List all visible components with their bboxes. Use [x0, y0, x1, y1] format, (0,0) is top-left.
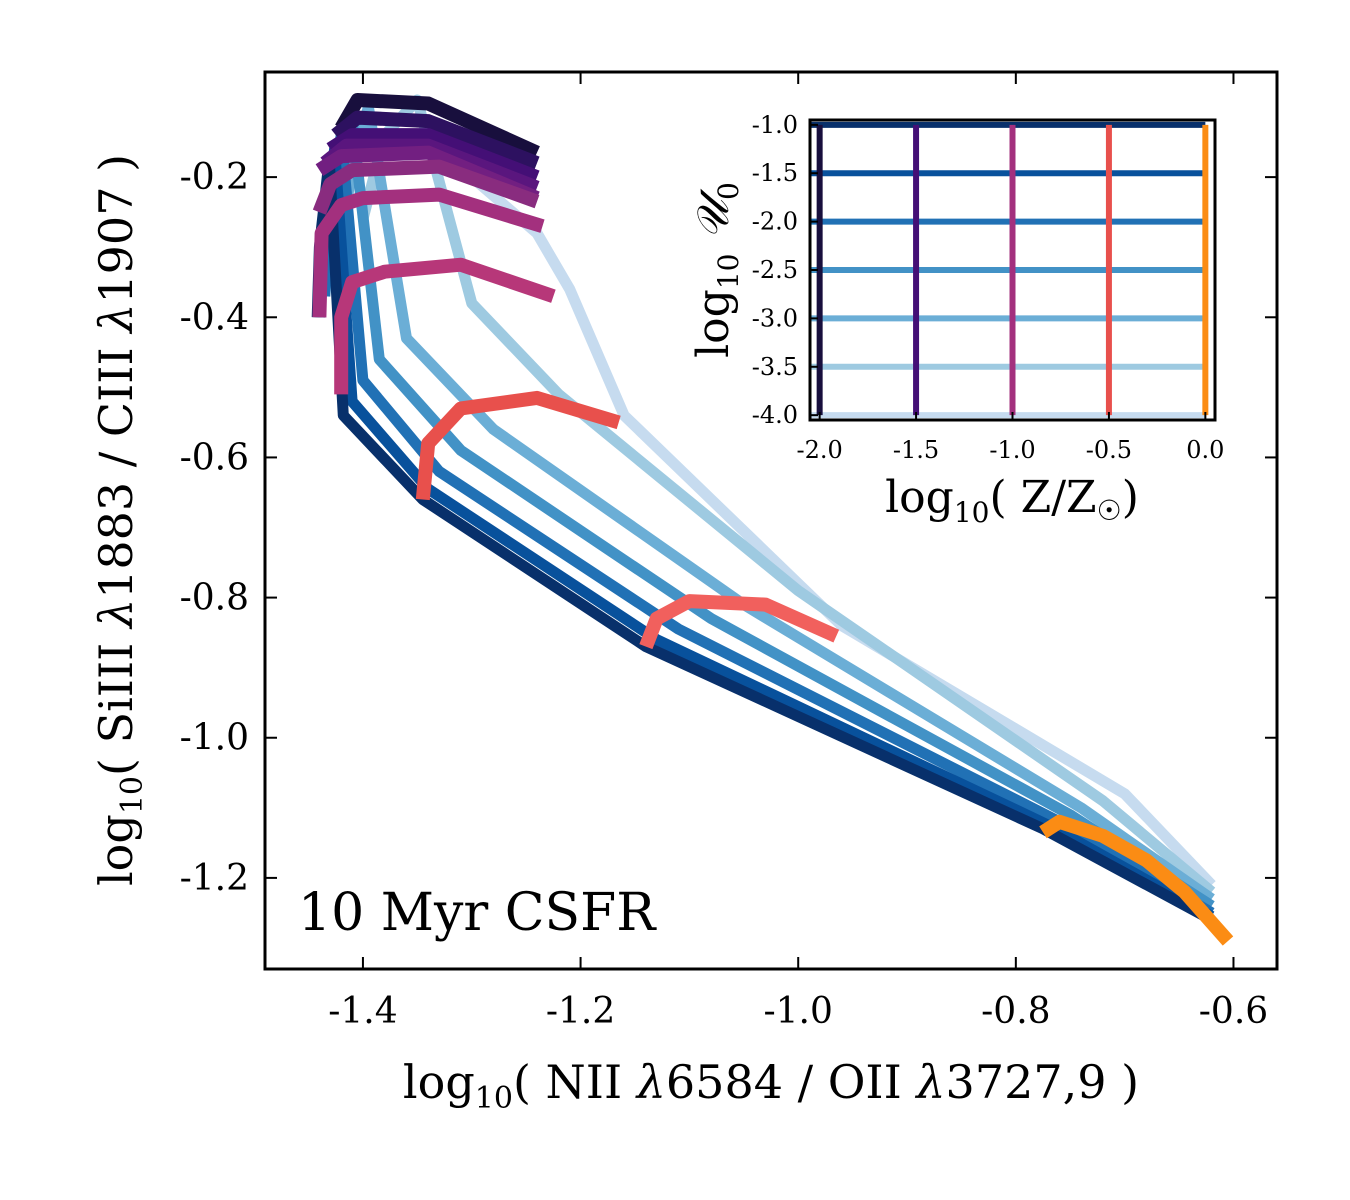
y-tick-label: -1.2: [180, 858, 249, 899]
x-tick-label: -0.6: [1199, 991, 1268, 1032]
ionization-track-line: [331, 110, 540, 170]
inset-y-tick-label: -3.5: [752, 353, 798, 381]
y-tick-label: -0.2: [180, 157, 249, 198]
inset-x-axis-label: log10( Z/Z☉): [885, 472, 1139, 529]
y-tick-label: -0.8: [180, 578, 249, 619]
inset-x-tick-label: 0.0: [1186, 436, 1224, 464]
inset-x-axis-label-rest: ( Z/Z: [989, 472, 1096, 523]
y-axis-label-rest3: 1907 ): [89, 154, 143, 304]
inset-plot: -2.0 -1.5 -1.0 -0.5 0.0 -1.0 -1.5 -2.0 -2.5 -3.0 -…: [688, 111, 1224, 529]
y-tick-label: -0.6: [180, 437, 249, 478]
x-axis-label-rest2: 6584 / OII: [666, 1055, 916, 1109]
y-axis-label-lambda2: λ: [89, 304, 143, 335]
inset-y-tick-label: -1.5: [752, 159, 798, 187]
y-axis-label: log10( SiIII λ1883 / CIII λ1907 ): [89, 154, 150, 886]
ionization-track-line: [312, 187, 545, 318]
inset-x-axis-label-log: log: [885, 472, 954, 523]
inset-y-tick-label: -3.0: [752, 304, 798, 332]
ionization-track-line: [334, 257, 556, 395]
inset-y-tick-label: -4.0: [752, 401, 798, 429]
y-axis-label-sub: 10: [115, 776, 150, 814]
x-axis-label-sub: 10: [475, 1081, 513, 1116]
y-axis-label-rest: ( SiIII: [89, 628, 143, 776]
ionization-track-line: [335, 93, 540, 159]
inset-x-axis-label-close: ): [1122, 472, 1139, 523]
x-axis-label-lambda1: λ: [635, 1055, 666, 1109]
annotation-label: 10 Myr CSFR: [298, 883, 657, 943]
main-tick-group: -1.4 -1.2 -1.0 -0.8 -0.6 -0.2 -0.4 -0.6 -0.8 -1.0…: [180, 72, 1277, 1032]
y-tick-label: -0.4: [180, 297, 249, 338]
x-axis-label-rest3: 3727,9 ): [946, 1055, 1140, 1109]
inset-y-axis-label: log10 𝒰0: [688, 182, 745, 358]
inset-tick-group: -2.0 -1.5 -1.0 -0.5 0.0 -1.0 -1.5 -2.0 -2.5 -3.0 -…: [752, 111, 1225, 464]
inset-y-axis-label-log: log: [688, 289, 739, 358]
inset-y-tick-label: -2.0: [752, 208, 798, 236]
inset-x-tick-label: -1.0: [989, 436, 1035, 464]
main-plot: -1.4 -1.2 -1.0 -0.8 -0.6 -0.2 -0.4 -0.6 -0.8 -1.0…: [89, 70, 1279, 1116]
y-tick-label: -1.0: [180, 718, 249, 759]
inset-y-axis-label-usub: 0: [712, 182, 745, 200]
x-axis-label-lambda2: λ: [914, 1055, 945, 1109]
x-tick-label: -1.4: [328, 991, 397, 1032]
y-axis-label-rest2: 1883 / CIII: [89, 333, 143, 599]
ionization-track-line: [415, 390, 621, 501]
y-axis-label-lambda1: λ: [89, 599, 143, 630]
inset-x-axis-label-sub: 10: [954, 496, 990, 529]
inset-y-tick-label: -2.5: [752, 256, 798, 284]
y-axis-label-log: log: [89, 814, 143, 886]
x-tick-label: -1.2: [546, 991, 615, 1032]
inset-x-tick-label: -1.5: [893, 436, 939, 464]
inset-x-axis-label-sun: ☉: [1097, 494, 1122, 527]
ionization-track-line: [639, 594, 840, 650]
x-tick-label: -0.8: [981, 991, 1050, 1032]
ionization-track-line: [1039, 814, 1234, 946]
x-tick-label: -1.0: [763, 991, 832, 1032]
inset-series-group: [810, 121, 1209, 419]
x-axis-label-rest: ( NII: [513, 1055, 637, 1109]
inset-x-tick-label: -0.5: [1086, 436, 1132, 464]
inset-x-tick-label: -2.0: [797, 436, 843, 464]
inset-y-tick-label: -1.0: [752, 111, 798, 139]
main-axes-frame: [263, 70, 1279, 971]
main-series-group: [311, 93, 1234, 946]
x-axis-label: log10( NII λ6584 / OII λ3727,9 ): [403, 1055, 1139, 1116]
x-axis-label-log: log: [403, 1055, 475, 1109]
inset-y-axis-label-sub: 10: [712, 254, 745, 290]
ionization-track-line: [312, 159, 540, 215]
